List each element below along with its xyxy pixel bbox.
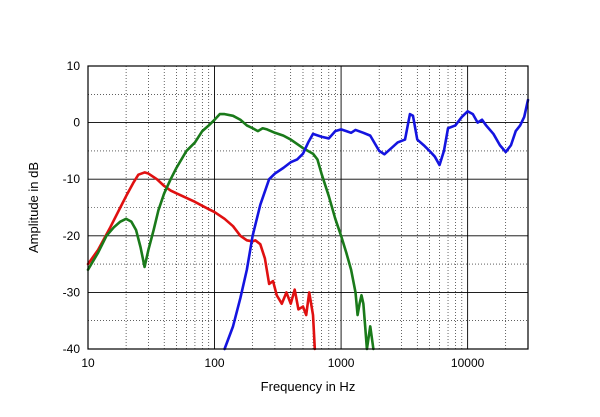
y-tick-label: -20 [63, 229, 81, 243]
y-axis-label: Amplitude in dB [26, 162, 41, 253]
series-line-2 [86, 112, 375, 351]
y-tick-label: -30 [63, 285, 81, 299]
y-tick-label: -40 [63, 342, 81, 356]
x-tick-label: 1000 [328, 356, 355, 370]
x-tick-label: 100 [205, 356, 225, 370]
x-tick-label: 10000 [451, 356, 485, 370]
y-tick-label: -10 [63, 172, 81, 186]
y-tick-labels: 10 0 -10 -20 -30 -40 [63, 59, 81, 356]
series-layer [86, 98, 530, 351]
plot-frame [87, 65, 529, 350]
x-tick-label: 10 [81, 356, 95, 370]
series-line-3 [223, 98, 530, 351]
y-tick-label: 10 [67, 59, 81, 73]
series-line-1 [86, 171, 317, 351]
x-tick-labels: 10 100 1000 10000 [81, 356, 484, 370]
y-tick-label: 0 [73, 116, 80, 130]
x-axis-label: Frequency in Hz [261, 379, 356, 394]
